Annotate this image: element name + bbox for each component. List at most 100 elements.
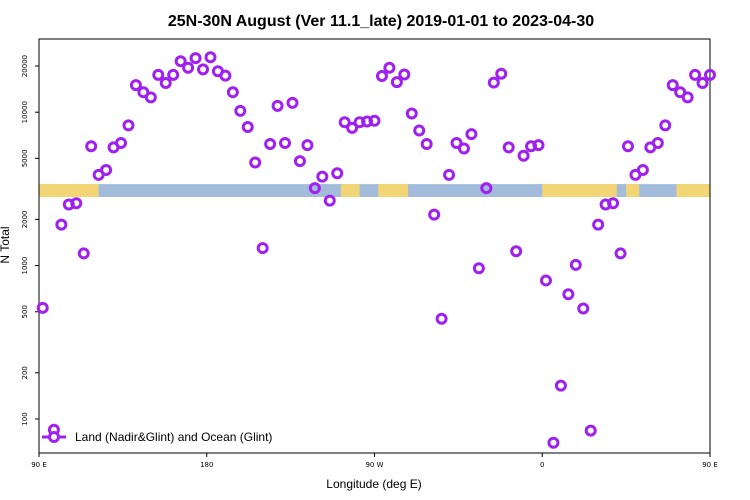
data-point xyxy=(204,51,217,64)
data-point xyxy=(197,63,210,76)
y-tick-label: 1000 xyxy=(21,257,29,275)
data-point xyxy=(174,55,187,68)
data-point xyxy=(659,119,672,132)
data-point xyxy=(375,70,388,83)
data-point xyxy=(293,155,306,168)
data-point xyxy=(346,121,359,134)
y-tick-label: 500 xyxy=(21,305,29,318)
data-point xyxy=(547,436,560,449)
data-point xyxy=(323,194,336,207)
data-point xyxy=(249,156,262,169)
legend: Land (Nadir&Glint) and Ocean (Glint) xyxy=(42,430,272,444)
data-point xyxy=(443,168,456,181)
data-point xyxy=(539,274,552,287)
data-point xyxy=(532,139,545,152)
data-point xyxy=(264,138,277,151)
data-point xyxy=(55,218,68,231)
data-point xyxy=(383,61,396,74)
data-point xyxy=(256,242,269,255)
data-point xyxy=(562,288,575,301)
data-point xyxy=(271,99,284,112)
x-tick-label: 90 E xyxy=(31,461,47,469)
land-segment xyxy=(676,184,710,197)
data-point xyxy=(286,96,299,109)
legend-marker xyxy=(48,431,60,443)
data-point xyxy=(614,247,627,260)
data-point xyxy=(621,140,634,153)
land-segment xyxy=(542,184,617,197)
data-point xyxy=(152,68,165,81)
land-segment xyxy=(340,184,360,197)
y-tick-label: 100 xyxy=(21,412,29,425)
y-tick-label: 10000 xyxy=(21,101,29,123)
data-point xyxy=(577,302,590,315)
land-segment xyxy=(39,184,99,197)
y-tick-label: 20000 xyxy=(21,55,29,77)
y-axis: 100 200 500 1000 2000 5000 10000 20000 xyxy=(21,55,39,426)
data-point xyxy=(689,68,702,81)
data-point xyxy=(517,149,530,162)
data-point xyxy=(115,136,128,149)
data-point xyxy=(554,379,567,392)
surface-band xyxy=(39,184,710,197)
data-point xyxy=(182,61,195,74)
data-point xyxy=(666,79,679,92)
data-point xyxy=(457,142,470,155)
data-point xyxy=(234,104,247,117)
data-point xyxy=(592,218,605,231)
land-segment xyxy=(626,184,640,197)
x-tick-label: 90 W xyxy=(365,461,383,469)
legend-label: Land (Nadir&Glint) and Ocean (Glint) xyxy=(75,430,272,444)
plot-frame xyxy=(38,38,711,454)
data-point xyxy=(241,121,254,134)
data-point xyxy=(100,163,113,176)
data-point xyxy=(70,197,83,210)
y-tick-label: 200 xyxy=(21,366,29,379)
data-point xyxy=(159,76,172,89)
data-point xyxy=(338,116,351,129)
data-points xyxy=(36,51,716,449)
data-point xyxy=(569,258,582,271)
data-point xyxy=(405,107,418,120)
data-point xyxy=(681,91,694,104)
data-point xyxy=(316,170,329,183)
data-point xyxy=(480,182,493,195)
data-point xyxy=(77,247,90,260)
x-tick-label: 0 xyxy=(540,461,544,469)
data-point xyxy=(368,114,381,127)
land-segment xyxy=(378,184,409,197)
chart-title: 25N-30N August (Ver 11.1_late) 2019-01-0… xyxy=(168,13,594,30)
data-point xyxy=(636,163,649,176)
data-point xyxy=(413,124,426,137)
data-point xyxy=(301,139,314,152)
y-tick-label: 5000 xyxy=(21,149,29,167)
x-tick-label: 90 E xyxy=(702,461,718,469)
data-point xyxy=(696,76,709,89)
y-tick-label: 2000 xyxy=(21,210,29,228)
data-point xyxy=(85,140,98,153)
data-point xyxy=(584,424,597,437)
data-point xyxy=(189,52,202,65)
data-point xyxy=(465,128,478,141)
data-point xyxy=(331,167,344,180)
data-point xyxy=(495,67,508,80)
data-point xyxy=(144,91,157,104)
data-point xyxy=(428,208,441,221)
data-point xyxy=(502,141,515,154)
data-point xyxy=(435,312,448,325)
data-point xyxy=(704,68,716,81)
data-point xyxy=(122,119,135,132)
x-tick-label: 180 xyxy=(200,461,213,469)
data-point xyxy=(167,68,180,81)
data-point xyxy=(36,301,49,314)
x-axis-label: Longitude (deg E) xyxy=(326,477,421,491)
y-axis-label: N Total xyxy=(0,226,12,263)
data-point xyxy=(420,138,433,151)
data-point xyxy=(308,182,321,195)
data-point xyxy=(607,197,620,210)
data-point xyxy=(129,79,142,92)
data-point xyxy=(510,245,523,258)
data-point xyxy=(226,86,239,99)
x-axis: 90 E 180 90 W 0 90 E xyxy=(31,453,718,469)
